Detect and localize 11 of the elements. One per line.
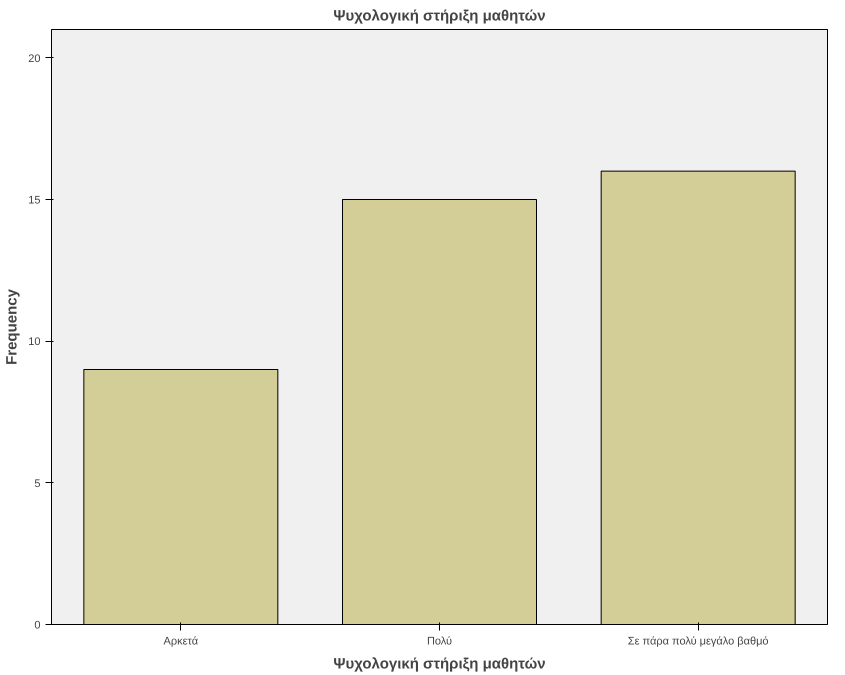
x-tick-label: Αρκετά: [164, 636, 199, 648]
x-tick-label: Πολύ: [426, 636, 452, 648]
y-tick-label: 0: [34, 620, 41, 632]
x-axis-title: Ψυχολογική στήριξη μαθητών: [333, 656, 546, 672]
chart-title: Ψυχολογική στήριξη μαθητών: [333, 8, 546, 24]
y-tick-label: 15: [28, 194, 41, 206]
y-tick-label: 20: [28, 52, 41, 65]
y-tick-label: 10: [28, 336, 41, 348]
y-tick-label: 5: [34, 478, 41, 490]
y-axis-title: Frequency: [3, 288, 20, 365]
x-tick-label: Σε πάρα πολύ μεγάλο βαθμό: [628, 636, 769, 648]
